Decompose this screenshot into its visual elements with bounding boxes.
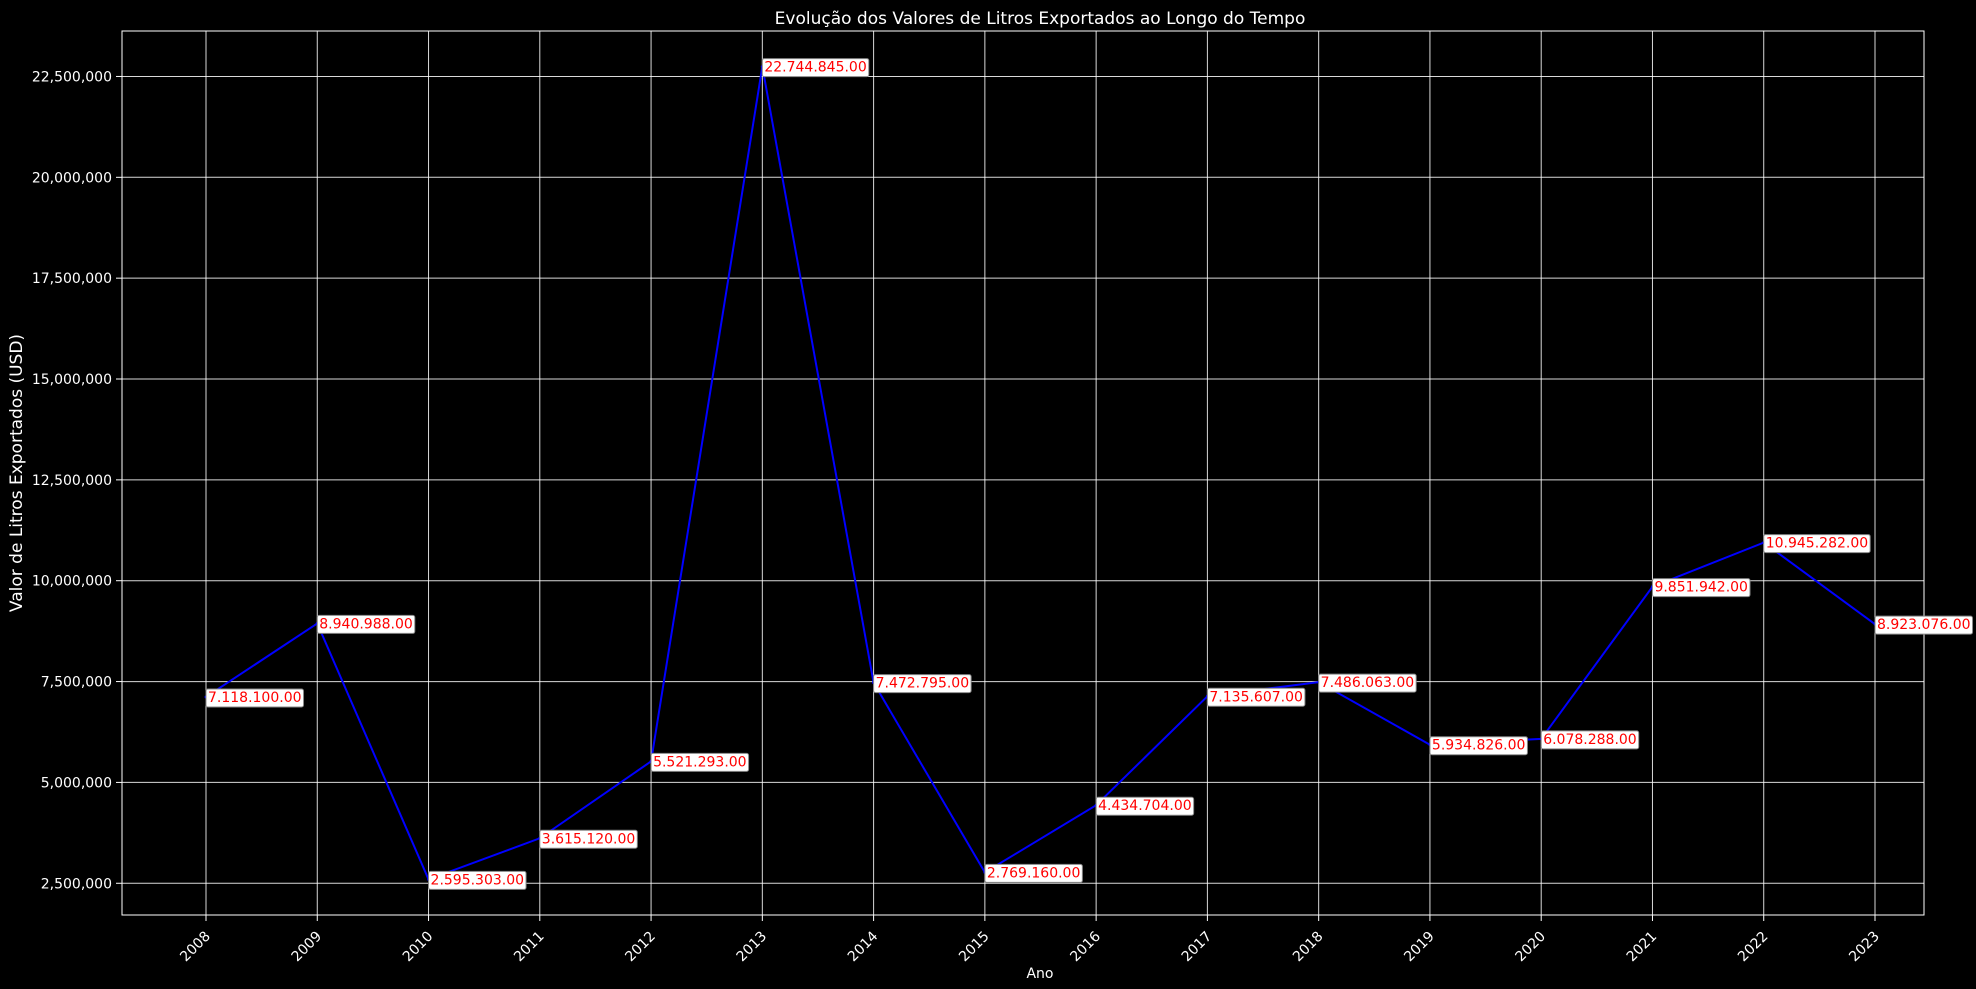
data-label: 22.744.845.00	[761, 58, 870, 78]
data-label-text: 3.615.120.00	[542, 831, 636, 847]
data-label-box	[1095, 796, 1195, 816]
data-label-text: 4.434.704.00	[1098, 798, 1192, 814]
data-label-text: 9.851.942.00	[1654, 580, 1748, 596]
data-label: 6.078.288.00	[1540, 730, 1640, 750]
data-label: 7.135.607.00	[1206, 687, 1306, 707]
data-label-text: 8.923.076.00	[1877, 617, 1971, 633]
data-label: 8.940.988.00	[316, 614, 416, 634]
data-label-text: 8.940.988.00	[319, 616, 413, 632]
y-tick-label: 15,000,000	[32, 372, 112, 388]
data-label-box	[650, 752, 750, 772]
data-label: 7.118.100.00	[205, 688, 305, 708]
data-label: 9.851.942.00	[1651, 578, 1751, 598]
y-axis-label: Valor de Litros Exportados (USD)	[7, 334, 27, 612]
data-label-text: 5.934.826.00	[1432, 738, 1526, 754]
plot-frame	[121, 30, 1925, 916]
data-label-text: 10.945.282.00	[1766, 536, 1868, 552]
data-label-box	[873, 674, 972, 694]
y-tick-label: 2,500,000	[41, 876, 112, 892]
data-label-text: 5.521.293.00	[653, 754, 747, 770]
data-label-box	[761, 58, 870, 78]
data-label-text: 7.486.063.00	[1321, 675, 1415, 691]
data-label-box	[205, 688, 305, 708]
y-tick-label: 17,500,000	[32, 271, 112, 287]
y-ticks: 2,500,000 5,000,000 7,500,000 10,000,000 12,…	[32, 69, 122, 892]
grid	[122, 31, 1924, 915]
data-label-text: 22.744.845.00	[764, 60, 866, 76]
data-label-box	[316, 614, 416, 634]
data-label-text: 2.595.303.00	[431, 872, 525, 888]
y-tick-label: 20,000,000	[32, 170, 112, 186]
data-label: 3.615.120.00	[539, 829, 638, 849]
data-label-text: 7.135.607.00	[1209, 689, 1303, 705]
data-label-box	[1874, 615, 1974, 635]
data-label-box	[428, 870, 527, 890]
data-label-box	[1651, 578, 1751, 598]
y-tick-label: 5,000,000	[41, 775, 112, 791]
y-tick-label: 22,500,000	[32, 69, 112, 85]
chart-title: Evolução dos Valores de Litros Exportado…	[775, 9, 1306, 29]
series-line	[205, 66, 1876, 881]
data-label-box	[1763, 534, 1871, 554]
data-label: 2.595.303.00	[428, 870, 527, 890]
data-label-text: 7.118.100.00	[208, 690, 302, 706]
data-label-text: 6.078.288.00	[1543, 732, 1637, 748]
data-label-box	[539, 829, 638, 849]
data-label: 4.434.704.00	[1095, 796, 1195, 816]
data-label-text: 2.769.160.00	[987, 865, 1081, 881]
data-label-text: 7.472.795.00	[876, 676, 970, 692]
y-tick-label: 12,500,000	[32, 473, 112, 489]
y-tick-label: 7,500,000	[41, 675, 112, 691]
x-axis-label: Ano	[1026, 966, 1053, 982]
data-label: 8.923.076.00	[1874, 615, 1974, 635]
y-tick-label: 10,000,000	[32, 574, 112, 590]
data-label: 2.769.160.00	[984, 863, 1083, 883]
data-label-box	[984, 863, 1083, 883]
data-label: 7.486.063.00	[1318, 673, 1417, 693]
data-label-box	[1318, 673, 1417, 693]
data-label: 5.934.826.00	[1429, 736, 1528, 756]
data-label: 10.945.282.00	[1763, 534, 1871, 554]
data-labels: 7.118.100.00 8.940.988.00 2.595.303.00 3.61…	[204, 58, 1974, 890]
data-label: 7.472.795.00	[873, 674, 972, 694]
data-label-box	[1429, 736, 1528, 756]
data-label: 5.521.293.00	[650, 752, 750, 772]
data-label-box	[1540, 730, 1640, 750]
data-label-box	[1206, 687, 1306, 707]
